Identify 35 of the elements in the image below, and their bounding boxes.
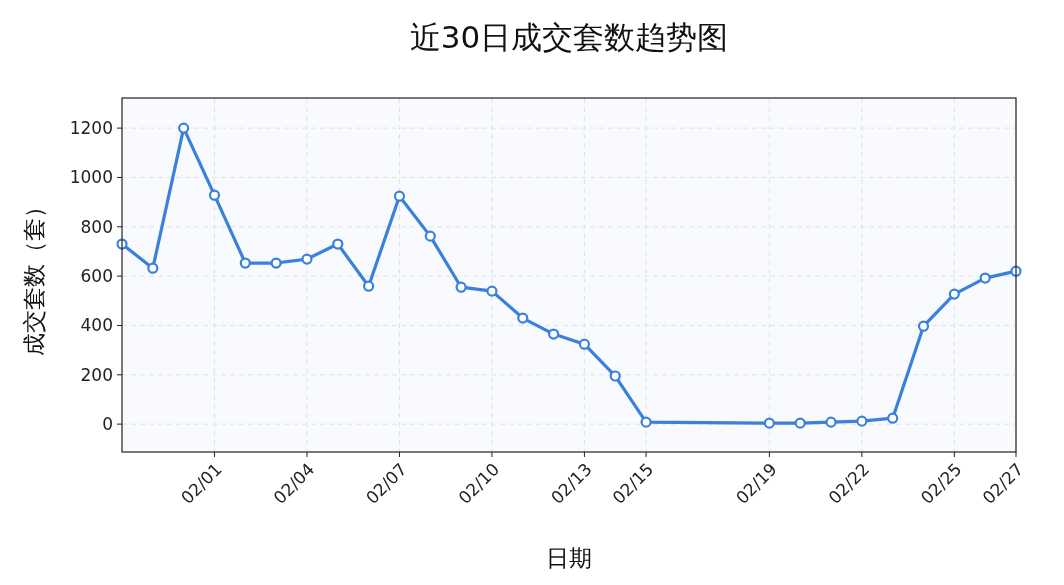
point — [486, 285, 498, 297]
y-tick-label: 1200 — [69, 118, 113, 139]
chart-title: 近30日成交套数趋势图 — [409, 19, 729, 55]
point — [147, 262, 159, 274]
point — [578, 338, 591, 350]
point — [270, 257, 282, 269]
point — [547, 328, 560, 340]
point — [332, 238, 344, 250]
point — [887, 412, 899, 424]
point — [763, 417, 775, 429]
point — [856, 415, 868, 427]
point — [424, 230, 436, 242]
y-tick-label: 600 — [80, 266, 113, 287]
point — [363, 280, 375, 292]
y-tick-label: 400 — [80, 315, 113, 336]
x-axis-title: 日期 — [546, 545, 592, 571]
point — [178, 122, 190, 134]
point — [455, 281, 467, 293]
point — [517, 312, 529, 324]
point — [794, 417, 806, 429]
point — [948, 288, 960, 300]
point — [208, 189, 221, 201]
point — [825, 416, 837, 428]
y-axis-title: 成交套数（套） — [21, 194, 47, 356]
point — [239, 257, 251, 269]
point — [301, 253, 313, 265]
point — [640, 416, 652, 428]
y-tick-label: 800 — [80, 216, 113, 237]
y-tick-label: 0 — [102, 414, 113, 435]
point — [393, 190, 406, 202]
point — [979, 272, 991, 284]
point — [917, 320, 930, 332]
y-tick-label: 1000 — [69, 167, 113, 188]
y-tick-label: 200 — [80, 364, 113, 385]
point — [609, 370, 621, 382]
